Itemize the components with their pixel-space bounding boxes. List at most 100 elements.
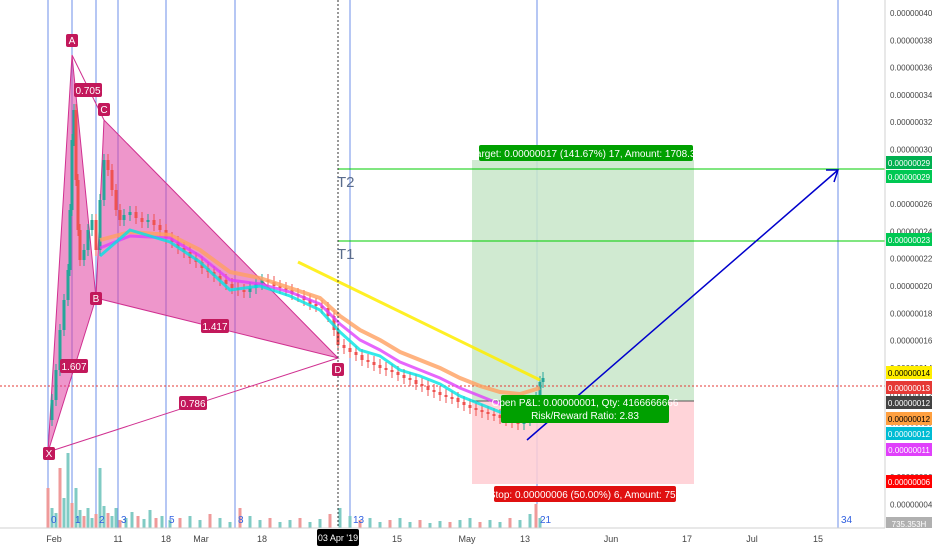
volume-bar-54	[448, 522, 452, 528]
volume-bar-56	[468, 518, 472, 528]
price-tick-3: 0.00000034	[890, 91, 932, 100]
price-tick-14: 0.00000012	[890, 391, 932, 400]
candle-body-26	[146, 220, 150, 222]
candle-body-64	[372, 362, 376, 365]
candle-body-59	[342, 345, 346, 348]
candle-body-68	[396, 372, 400, 375]
price-tick-9: 0.00000022	[890, 255, 932, 264]
candle-body-66	[384, 368, 388, 370]
candle-body-24	[134, 212, 138, 218]
fib-label-0: 0	[51, 515, 57, 526]
volume-bar-46	[368, 518, 372, 528]
candle-body-12	[82, 250, 86, 260]
volume-bar-41	[318, 519, 322, 528]
volume-bar-34	[248, 516, 252, 528]
fib-label-1: 1	[75, 515, 81, 526]
volume-bar-27	[178, 518, 182, 528]
volume-bar-64	[538, 518, 542, 528]
candle-body-22	[122, 215, 126, 220]
price-badge-10: 735.353H	[892, 520, 927, 529]
time-axis-ticks: Feb 11 18 Mar 18 15 May 13 Jun 17 Jul 15	[46, 534, 823, 544]
volume-bar-35	[258, 520, 262, 528]
price-badge-bg-0	[886, 156, 932, 169]
price-badge-0: 0.00000029	[888, 159, 931, 168]
volume-bar-17	[114, 508, 118, 528]
candle-body-28	[158, 225, 162, 230]
candle-body-43	[248, 288, 252, 292]
candle-body-19	[110, 170, 114, 190]
time-tick-7: 13	[520, 534, 530, 544]
time-axis[interactable]	[0, 528, 932, 550]
volume-series	[46, 453, 542, 528]
time-tick-6: May	[458, 534, 476, 544]
candle-body-73	[426, 386, 430, 390]
price-tick-18: 0.00000004	[890, 500, 932, 509]
candle-body-65	[378, 365, 382, 368]
candle-body-48	[278, 286, 282, 288]
candle-body-39	[224, 280, 228, 284]
candle-body-78	[456, 398, 460, 402]
price-badge-3: 0.00000014	[888, 369, 931, 378]
volume-bar-10	[86, 508, 90, 528]
ratio-xa: 1.607	[61, 362, 86, 373]
price-badge-bg-3	[886, 366, 932, 379]
price-badge-bg-4	[886, 381, 932, 394]
crosshair-date-label: 03 Apr '19	[318, 533, 358, 543]
candle-body-49	[284, 288, 288, 290]
candle-body-70	[408, 378, 412, 380]
ratio-xb: 0.786	[180, 399, 205, 410]
volume-bar-37	[278, 522, 282, 528]
price-badge-4: 0.00000013	[888, 384, 931, 393]
price-tick-4: 0.00000032	[890, 118, 932, 127]
candle-body-13	[86, 230, 90, 250]
volume-bar-58	[488, 520, 492, 528]
volume-bar-50	[408, 522, 412, 528]
volume-bar-61	[518, 520, 522, 528]
price-tick-12: 0.00000016	[890, 337, 932, 346]
candle-body-60	[348, 348, 352, 352]
price-badge-bg-5	[886, 396, 932, 409]
volume-bar-20	[130, 512, 134, 528]
fib-label-3: 3	[121, 515, 127, 526]
candle-body-10	[76, 180, 80, 230]
price-badge-8: 0.00000011	[888, 446, 930, 455]
volume-bar-14	[102, 506, 106, 528]
volume-bar-8	[78, 510, 82, 528]
candle-body-16	[98, 200, 102, 250]
time-tick-2: 18	[161, 534, 171, 544]
target-zone[interactable]	[472, 160, 694, 401]
fib-label-5: 8	[238, 515, 244, 526]
candle-body-6	[68, 210, 72, 270]
volume-bar-52	[428, 523, 432, 528]
candle-body-42	[242, 290, 246, 292]
candle-body-84	[492, 414, 496, 416]
volume-bar-36	[268, 518, 272, 528]
volume-bar-51	[418, 520, 422, 528]
volume-bar-44	[348, 516, 352, 528]
label-a: A	[69, 36, 76, 47]
price-badge-bg-1	[886, 170, 932, 183]
price-badge-9: 0.00000006	[888, 478, 931, 487]
volume-bar-43	[338, 508, 342, 528]
volume-bar-60	[508, 518, 512, 528]
volume-bar-47	[378, 522, 382, 528]
label-b: B	[93, 294, 100, 305]
candle-body-9	[74, 110, 78, 180]
volume-bar-32	[228, 522, 232, 528]
volume-bar-16	[110, 516, 114, 528]
t1-label: T1	[337, 246, 355, 263]
t2-label: T2	[337, 174, 355, 191]
volume-bar-18	[118, 520, 122, 528]
candle-body-2	[54, 370, 58, 400]
position-labels[interactable]: Target: 0.00000017 (141.67%) 17, Amount:…	[471, 145, 702, 502]
candle-body-74	[432, 390, 436, 392]
time-tick-9: 17	[682, 534, 692, 544]
candle-body-85	[498, 415, 502, 418]
price-badge-bg-8	[886, 443, 932, 456]
candle-body-11	[78, 230, 82, 260]
candle-body-8	[72, 110, 76, 140]
ratio-bc: 1.417	[202, 322, 227, 333]
candle-body-62	[360, 355, 364, 360]
price-badge-bg-6	[886, 412, 932, 425]
